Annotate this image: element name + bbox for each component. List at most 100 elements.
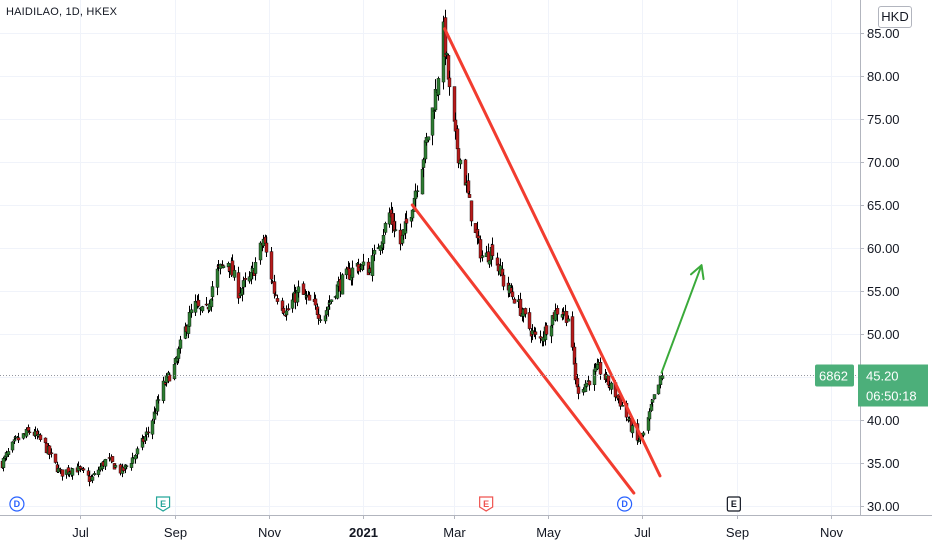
last-price-text: 45.20 xyxy=(866,369,899,384)
candle-down xyxy=(301,283,306,295)
candle-down xyxy=(269,251,274,280)
candle-down xyxy=(447,77,452,88)
candle-down xyxy=(81,468,86,471)
candle-down xyxy=(404,218,409,224)
candle-up xyxy=(350,267,355,278)
candle-down xyxy=(16,437,21,441)
dividend-marker-circle xyxy=(9,496,25,512)
y-tick-label: 65.00 xyxy=(867,198,900,213)
candle-down xyxy=(110,456,115,462)
candle-up xyxy=(178,339,183,349)
candlestick-series xyxy=(0,9,665,487)
candle-up xyxy=(6,451,11,455)
candle-down xyxy=(220,264,225,266)
price-axis[interactable]: 30.0035.0040.0045.0050.0055.0060.0065.00… xyxy=(860,26,900,514)
candle-down xyxy=(523,308,528,315)
bar-countdown-text: 06:50:18 xyxy=(866,389,917,404)
y-tick-label: 85.00 xyxy=(867,26,900,41)
candle-down xyxy=(307,294,312,301)
earnings-marker[interactable]: E xyxy=(155,496,171,512)
earnings-marker-shield xyxy=(155,496,171,512)
price-tag: 6862 45.20 06:50:18 xyxy=(815,364,928,407)
candle-up xyxy=(296,286,301,293)
candle-down xyxy=(146,431,151,434)
candle-up xyxy=(595,363,600,370)
candle-up xyxy=(189,309,194,314)
candle-down xyxy=(576,386,581,394)
candle-up xyxy=(318,319,323,321)
candle-down xyxy=(316,314,321,319)
time-axis[interactable]: Jul Sep Nov 2021 Mar May Jul Sep Nov xyxy=(72,515,844,540)
x-tick-label: Mar xyxy=(443,525,466,540)
candle-up xyxy=(415,190,420,192)
candle-down xyxy=(455,128,460,150)
event-marker-letter: D xyxy=(14,499,21,509)
candle-down xyxy=(501,274,506,287)
ticker-text: 6862 xyxy=(819,369,848,384)
candle-down xyxy=(573,363,578,381)
candle-up xyxy=(393,229,398,231)
candle-down xyxy=(476,235,481,239)
candle-up xyxy=(444,52,449,55)
candle-down xyxy=(275,298,280,302)
candle-up xyxy=(410,209,415,219)
dividend-marker[interactable]: D xyxy=(9,496,25,512)
candle-up xyxy=(130,457,135,464)
candle-up xyxy=(372,249,377,255)
drawings xyxy=(410,27,705,495)
candle-up xyxy=(413,190,418,200)
candle-down xyxy=(78,466,83,469)
candle-up xyxy=(153,412,158,415)
candle-up xyxy=(649,403,654,411)
candle-up xyxy=(209,298,214,308)
candle-up xyxy=(652,394,657,400)
candle-down xyxy=(467,194,472,198)
candle-up xyxy=(329,299,334,302)
candle-down xyxy=(587,380,592,386)
candle-down xyxy=(286,308,291,311)
candle-up xyxy=(221,265,226,268)
candle-up xyxy=(381,235,386,244)
y-tick-label: 40.00 xyxy=(867,413,900,428)
candle-up xyxy=(253,262,258,274)
channel-upper-line[interactable] xyxy=(443,27,662,478)
candle-up xyxy=(129,463,134,468)
dividend-marker[interactable]: D xyxy=(617,496,633,512)
candle-up xyxy=(421,159,426,168)
earnings-marker[interactable]: E xyxy=(726,496,741,512)
y-tick-label: 80.00 xyxy=(867,69,900,84)
candle-down xyxy=(167,374,172,382)
breakout-arrow[interactable] xyxy=(660,264,703,374)
candle-up xyxy=(284,310,289,316)
candle-down xyxy=(281,308,286,314)
event-marker-letter: E xyxy=(483,499,489,509)
y-tick-label: 50.00 xyxy=(867,327,900,342)
event-marker-letter: D xyxy=(621,499,628,509)
candle-up xyxy=(647,411,652,420)
candle-up xyxy=(584,382,589,387)
candle-down xyxy=(264,242,269,253)
candle-up xyxy=(176,348,181,359)
candle-up xyxy=(290,299,295,309)
earnings-marker-shield xyxy=(479,496,494,512)
candle-up xyxy=(370,255,375,276)
x-tick-label: Jul xyxy=(72,525,89,540)
event-marker-letter: E xyxy=(160,499,166,509)
candle-up xyxy=(232,270,237,278)
candle-down xyxy=(204,303,209,306)
candle-up xyxy=(383,223,388,233)
candle-up xyxy=(327,302,332,305)
channel-lower-line[interactable] xyxy=(410,203,636,495)
currency-badge[interactable]: HKD xyxy=(878,6,912,28)
candle-up xyxy=(458,159,463,165)
candle-up xyxy=(420,168,425,195)
candle-down xyxy=(469,200,474,222)
candle-down xyxy=(463,159,468,186)
candle-up xyxy=(433,89,438,111)
x-tick-label: 2021 xyxy=(349,525,378,540)
earnings-marker[interactable]: E xyxy=(479,496,494,512)
y-tick-label: 60.00 xyxy=(867,241,900,256)
candle-up xyxy=(324,310,329,316)
y-tick-label: 30.00 xyxy=(867,499,900,514)
